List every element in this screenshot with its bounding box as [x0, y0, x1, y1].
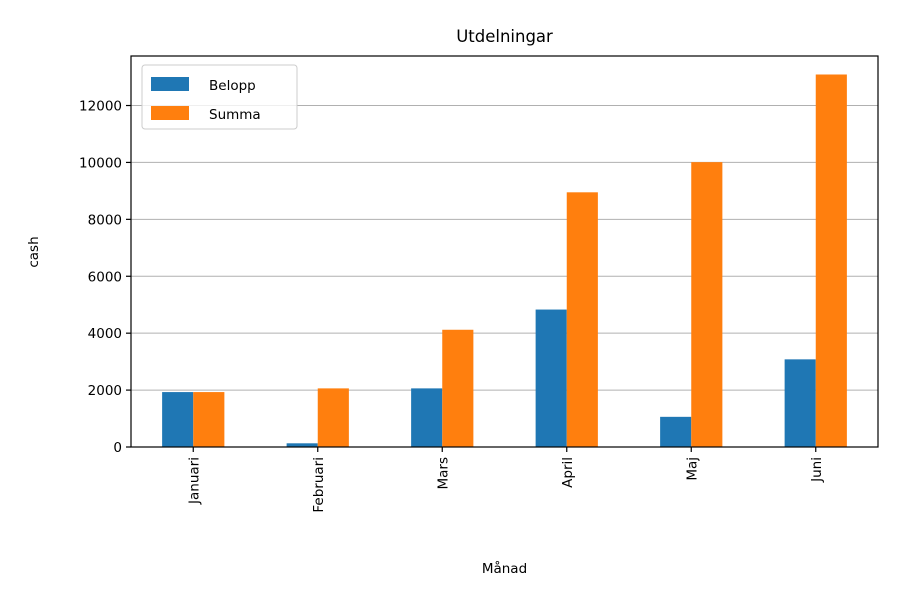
x-tick-label: Januari	[186, 457, 202, 505]
bar-summa	[566, 192, 598, 447]
bar-summa	[193, 392, 225, 447]
y-tick-label: 0	[113, 440, 122, 456]
chart-title: Utdelningar	[456, 27, 553, 46]
bar-summa	[691, 162, 723, 447]
y-tick-label: 2000	[88, 383, 122, 399]
y-tick-label: 10000	[79, 155, 122, 171]
bar-belopp	[784, 359, 816, 447]
legend-swatch-summa	[151, 106, 189, 120]
x-axis-label: Månad	[482, 560, 527, 577]
bar-summa	[815, 74, 847, 448]
y-tick-label: 4000	[88, 326, 122, 342]
bar-belopp	[411, 388, 443, 447]
legend-label-summa: Summa	[209, 107, 261, 123]
bar-summa	[317, 388, 349, 447]
y-axis-label: cash	[26, 236, 42, 267]
bar-belopp	[660, 416, 692, 447]
y-tick-label: 6000	[88, 269, 122, 285]
y-tick-label: 12000	[79, 99, 122, 115]
bars	[162, 74, 847, 448]
x-tick-label: Juni	[809, 457, 825, 483]
legend-label-belopp: Belopp	[209, 78, 256, 94]
x-tick-label: April	[560, 457, 576, 488]
x-tick-label: Februari	[311, 457, 327, 513]
bar-summa	[442, 329, 474, 447]
legend-swatch-belopp	[151, 77, 189, 91]
bar-belopp	[535, 309, 567, 447]
plot-frame	[130, 55, 879, 448]
legend: Belopp Summa	[141, 64, 298, 130]
x-tick-label: Maj	[684, 457, 700, 481]
bar-belopp	[162, 392, 194, 447]
bar-belopp	[286, 443, 318, 447]
x-tick-label: Mars	[435, 457, 451, 490]
y-tick-label: 8000	[88, 212, 122, 228]
axes: 0 2000 4000 6000 8000 10000 12000 Januari Februa…	[79, 55, 879, 513]
